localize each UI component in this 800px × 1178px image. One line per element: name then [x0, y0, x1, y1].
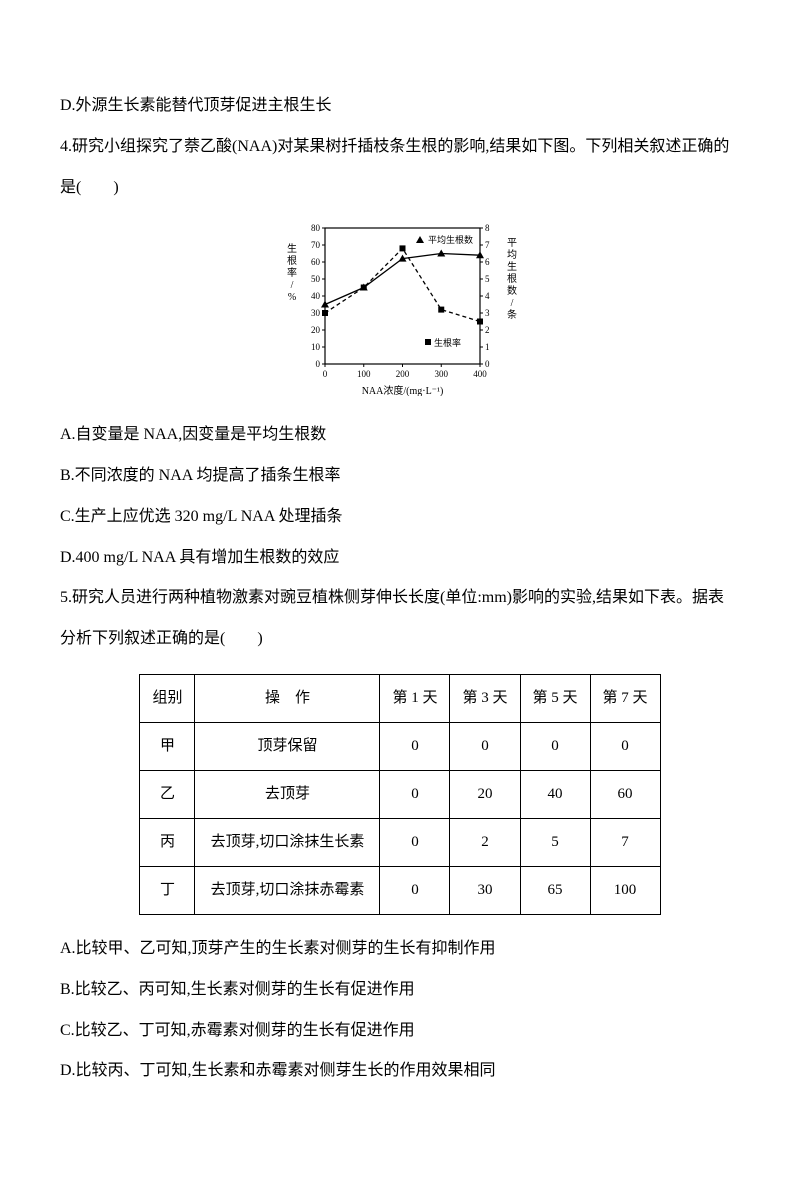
- table-cell: 0: [380, 722, 450, 770]
- q5-option-a: A.比较甲、乙可知,顶芽产生的生长素对侧芽的生长有抑制作用: [60, 935, 740, 964]
- table-cell: 0: [520, 722, 590, 770]
- q4-stem-line2: 是( ): [60, 174, 740, 203]
- svg-text:7: 7: [485, 240, 490, 250]
- table-cell: 7: [590, 818, 660, 866]
- q5-stem-line1: 5.研究人员进行两种植物激素对豌豆植株侧芽伸长长度(单位:mm)影响的实验,结果…: [60, 584, 740, 613]
- svg-text:0: 0: [316, 359, 321, 369]
- svg-text:平均生根数: 平均生根数: [428, 234, 473, 245]
- svg-text:80: 80: [311, 223, 321, 233]
- svg-text:60: 60: [311, 257, 321, 267]
- svg-text:8: 8: [485, 223, 490, 233]
- table-cell: 0: [450, 722, 520, 770]
- table-cell: 0: [590, 722, 660, 770]
- table-cell: 丙: [140, 818, 195, 866]
- table-cell: 60: [590, 770, 660, 818]
- table-row: 丙去顶芽,切口涂抹生长素0257: [140, 818, 660, 866]
- svg-text:5: 5: [485, 274, 490, 284]
- svg-text:根: 根: [507, 272, 517, 285]
- th-4: 第 5 天: [520, 674, 590, 722]
- svg-text:200: 200: [396, 369, 410, 379]
- table-cell: 丁: [140, 866, 195, 914]
- table-cell: 乙: [140, 770, 195, 818]
- table-row: 甲顶芽保留0000: [140, 722, 660, 770]
- svg-text:/: /: [511, 298, 514, 309]
- th-3: 第 3 天: [450, 674, 520, 722]
- svg-text:0: 0: [323, 369, 328, 379]
- th-1: 操 作: [195, 674, 380, 722]
- th-2: 第 1 天: [380, 674, 450, 722]
- table-cell: 顶芽保留: [195, 722, 380, 770]
- q4-option-a: A.自变量是 NAA,因变量是平均生根数: [60, 421, 740, 450]
- th-5: 第 7 天: [590, 674, 660, 722]
- svg-text:根: 根: [287, 254, 297, 267]
- svg-text:生根率: 生根率: [434, 337, 461, 348]
- th-0: 组别: [140, 674, 195, 722]
- svg-text:300: 300: [435, 369, 449, 379]
- svg-text:条: 条: [507, 308, 517, 321]
- q5-option-d: D.比较丙、丁可知,生长素和赤霉素对侧芽生长的作用效果相同: [60, 1057, 740, 1086]
- q3-option-d: D.外源生长素能替代顶芽促进主根生长: [60, 92, 740, 121]
- svg-text:/: /: [291, 280, 294, 291]
- svg-text:100: 100: [357, 369, 371, 379]
- q5-option-b: B.比较乙、丙可知,生长素对侧芽的生长有促进作用: [60, 976, 740, 1005]
- table-cell: 甲: [140, 722, 195, 770]
- table-cell: 0: [380, 770, 450, 818]
- svg-text:2: 2: [485, 325, 490, 335]
- chart-svg: 010203040506070800123456780100200300400N…: [280, 216, 520, 396]
- svg-text:10: 10: [311, 342, 321, 352]
- q4-option-d: D.400 mg/L NAA 具有增加生根数的效应: [60, 544, 740, 573]
- table-cell: 65: [520, 866, 590, 914]
- table-cell: 40: [520, 770, 590, 818]
- svg-text:30: 30: [311, 308, 321, 318]
- table-cell: 5: [520, 818, 590, 866]
- q4-option-b: B.不同浓度的 NAA 均提高了插条生根率: [60, 462, 740, 491]
- svg-text:4: 4: [485, 291, 490, 301]
- q5-option-c: C.比较乙、丁可知,赤霉素对侧芽的生长有促进作用: [60, 1017, 740, 1046]
- table-row: 丁去顶芽,切口涂抹赤霉素03065100: [140, 866, 660, 914]
- table-cell: 30: [450, 866, 520, 914]
- svg-text:70: 70: [311, 240, 321, 250]
- svg-text:NAA浓度/(mg·L⁻¹): NAA浓度/(mg·L⁻¹): [362, 384, 444, 396]
- svg-text:40: 40: [311, 291, 321, 301]
- q4-option-c: C.生产上应优选 320 mg/L NAA 处理插条: [60, 503, 740, 532]
- table-cell: 去顶芽: [195, 770, 380, 818]
- svg-text:6: 6: [485, 257, 490, 267]
- table-cell: 2: [450, 818, 520, 866]
- svg-text:均: 均: [507, 249, 517, 261]
- svg-text:0: 0: [485, 359, 490, 369]
- table-cell: 0: [380, 866, 450, 914]
- table-row: 乙去顶芽0204060: [140, 770, 660, 818]
- svg-text:生: 生: [507, 260, 517, 273]
- svg-text:400: 400: [473, 369, 487, 379]
- svg-text:数: 数: [507, 284, 517, 297]
- q5-table: 组别 操 作 第 1 天 第 3 天 第 5 天 第 7 天 甲顶芽保留0000…: [139, 674, 660, 915]
- table-cell: 0: [380, 818, 450, 866]
- q4-stem-line1: 4.研究小组探究了萘乙酸(NAA)对某果树扦插枝条生根的影响,结果如下图。下列相…: [60, 133, 740, 162]
- svg-text:3: 3: [485, 308, 490, 318]
- q5-stem-line2: 分析下列叙述正确的是( ): [60, 625, 740, 654]
- svg-text:20: 20: [311, 325, 321, 335]
- table-cell: 20: [450, 770, 520, 818]
- svg-text:率: 率: [287, 266, 297, 279]
- table-header-row: 组别 操 作 第 1 天 第 3 天 第 5 天 第 7 天: [140, 674, 660, 722]
- q4-chart-wrap: 010203040506070800123456780100200300400N…: [60, 216, 740, 407]
- table-cell: 去顶芽,切口涂抹生长素: [195, 818, 380, 866]
- svg-text:生: 生: [287, 242, 297, 255]
- svg-text:1: 1: [485, 342, 490, 352]
- svg-text:50: 50: [311, 274, 321, 284]
- svg-text:平: 平: [507, 238, 517, 249]
- table-cell: 去顶芽,切口涂抹赤霉素: [195, 866, 380, 914]
- table-cell: 100: [590, 866, 660, 914]
- svg-text:%: %: [288, 292, 296, 303]
- q4-chart: 010203040506070800123456780100200300400N…: [280, 216, 520, 396]
